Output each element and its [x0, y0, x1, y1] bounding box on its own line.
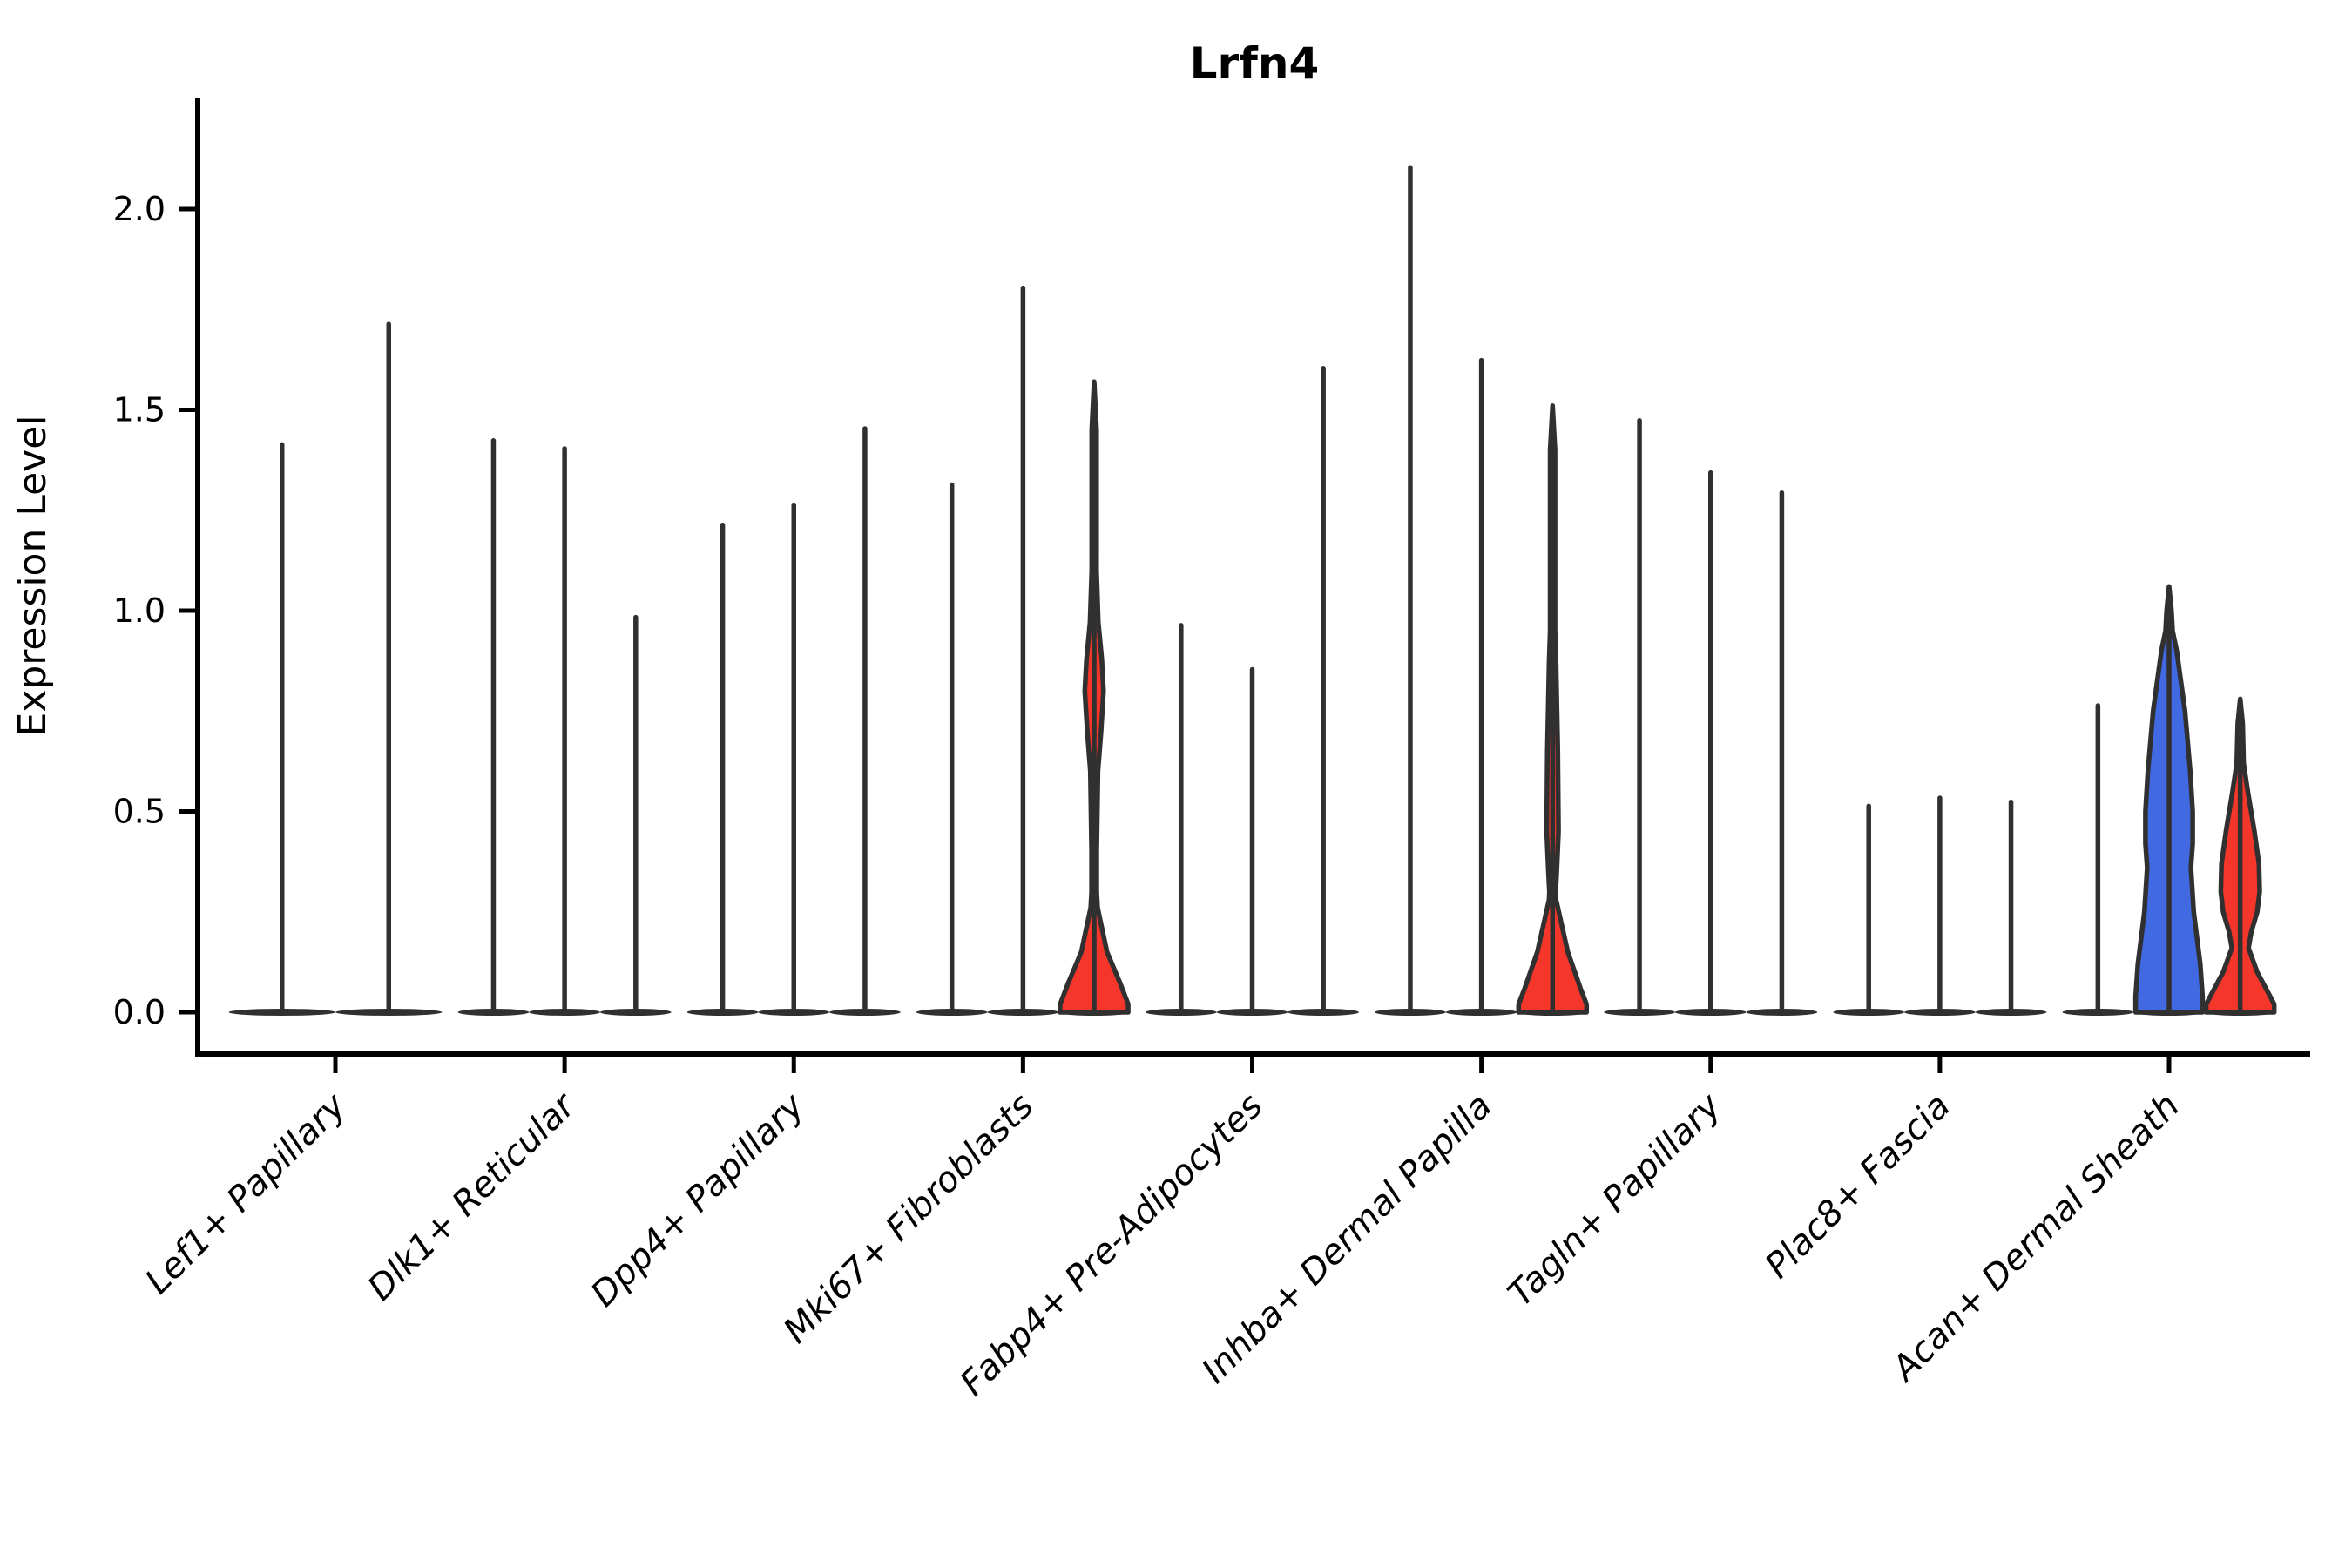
x-tick-label: Dpp4+ Papillary: [584, 1085, 813, 1315]
y-tick-label: 2.0: [113, 190, 166, 228]
x-tick-label: Plac8+ Fascia: [1758, 1086, 1958, 1287]
y-tick-label: 0.0: [113, 993, 166, 1031]
y-axis-label: Expression Level: [10, 416, 55, 737]
x-tick-label: Dlk1+ Reticular: [361, 1085, 585, 1308]
x-tick-label: Mki67+ Fibroblasts: [776, 1086, 1042, 1352]
y-tick-label: 0.5: [113, 793, 166, 831]
x-tick-label: Tagln+ Papillary: [1501, 1085, 1730, 1315]
chart-title: Lrfn4: [1190, 38, 1320, 89]
y-tick-label: 1.5: [113, 391, 166, 429]
x-tick-label: Lef1+ Papillary: [138, 1085, 355, 1302]
plot-area: Lef1+ Papillary Dlk1+ Reticular Dpp4+ Papi…: [113, 98, 2310, 1403]
y-tick-label: 1.0: [113, 591, 166, 630]
